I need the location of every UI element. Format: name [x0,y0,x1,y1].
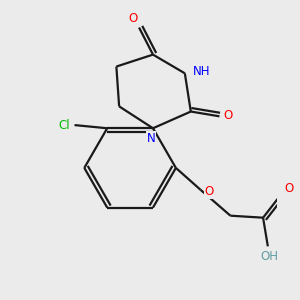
Text: O: O [128,12,138,25]
Text: O: O [224,109,233,122]
Text: Cl: Cl [58,118,70,132]
Text: N: N [147,132,155,145]
Text: O: O [205,185,214,198]
Text: OH: OH [261,250,279,263]
Text: O: O [284,182,294,195]
Text: NH: NH [193,65,210,78]
